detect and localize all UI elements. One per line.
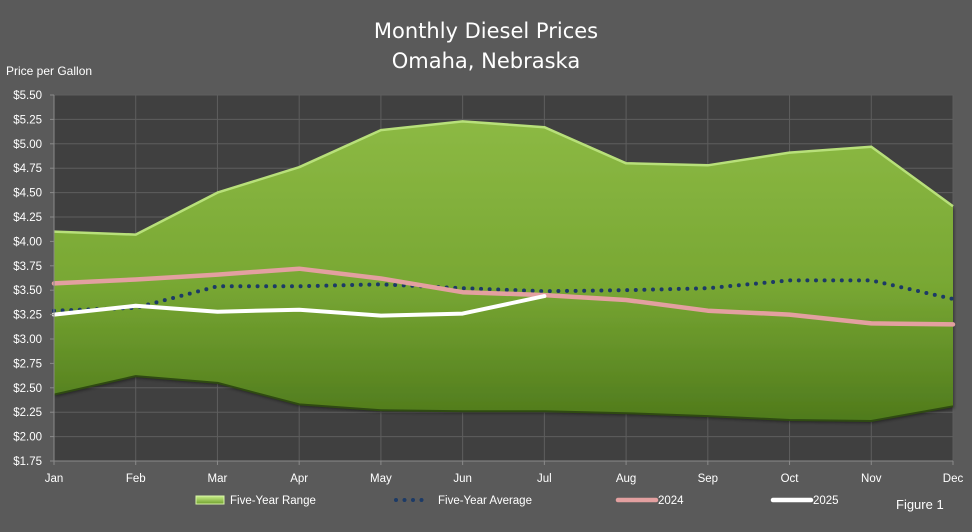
x-tick-label: Nov <box>861 473 882 485</box>
y-tick-label: $2.25 <box>13 407 42 419</box>
series-line-2024 <box>51 266 956 327</box>
x-tick-label: Jul <box>537 473 552 485</box>
range-area-layer <box>53 120 954 422</box>
x-tick-label: Jan <box>45 473 64 485</box>
legend-label: 2025 <box>813 495 839 507</box>
y-tick-label: $3.50 <box>13 285 42 297</box>
five-year-range-top-edge <box>53 120 954 236</box>
five-year-range-bottom-edge <box>53 375 954 422</box>
legend: Five-Year Range Five-Year Average 2024 2025 <box>195 495 839 507</box>
x-tick-label: Jun <box>453 473 472 485</box>
y-tick-label: $5.00 <box>13 139 42 151</box>
x-tick-label: Aug <box>616 473 636 485</box>
y-tick-label: $2.00 <box>13 432 42 444</box>
legend-label: Five-Year Average <box>438 495 532 507</box>
legend-item: 2025 <box>770 495 839 507</box>
y-tick-label: $4.00 <box>13 236 42 248</box>
x-tick-label: May <box>370 473 392 485</box>
x-tick-label: Sep <box>698 473 718 485</box>
x-tick-label: Oct <box>781 473 800 485</box>
y-tick-label: $1.75 <box>13 456 42 468</box>
y-tick-label: $4.25 <box>13 212 42 224</box>
series-line-2025 <box>52 294 547 318</box>
x-tick-label: Feb <box>126 473 146 485</box>
series-lines-layer <box>51 266 956 327</box>
axis-labels-layer: $1.75 $2.00 $2.25 $2.50 $2.75 $3.00 $3.25 $3.50… <box>13 90 963 485</box>
y-tick-label: $2.75 <box>13 358 42 370</box>
y-tick-label: $5.25 <box>13 114 42 126</box>
figure-label: Figure 1 <box>896 497 944 512</box>
x-tick-label: Mar <box>208 473 228 485</box>
chart-subtitle: Omaha, Nebraska <box>391 49 581 73</box>
legend-label: Five-Year Range <box>230 495 316 507</box>
x-tick-label: Apr <box>290 473 308 485</box>
y-tick-label: $4.50 <box>13 188 42 200</box>
legend-item: Five-Year Average <box>394 495 532 507</box>
y-tick-label: $3.25 <box>13 310 42 322</box>
legend-swatch-five-year-range <box>195 495 225 505</box>
y-axis-title: Price per Gallon <box>6 64 93 78</box>
legend-label: 2024 <box>658 495 684 507</box>
y-tick-label: $4.75 <box>13 163 42 175</box>
legend-item: Five-Year Range <box>195 495 316 507</box>
x-tick-label: Dec <box>943 473 964 485</box>
y-tick-label: $3.75 <box>13 261 42 273</box>
y-tick-label: $3.00 <box>13 334 42 346</box>
five-year-range-area <box>54 121 953 422</box>
y-tick-label: $2.50 <box>13 383 42 395</box>
chart-title: Monthly Diesel Prices <box>373 19 599 43</box>
legend-item: 2024 <box>615 495 684 507</box>
y-tick-label: $5.50 <box>13 90 42 102</box>
